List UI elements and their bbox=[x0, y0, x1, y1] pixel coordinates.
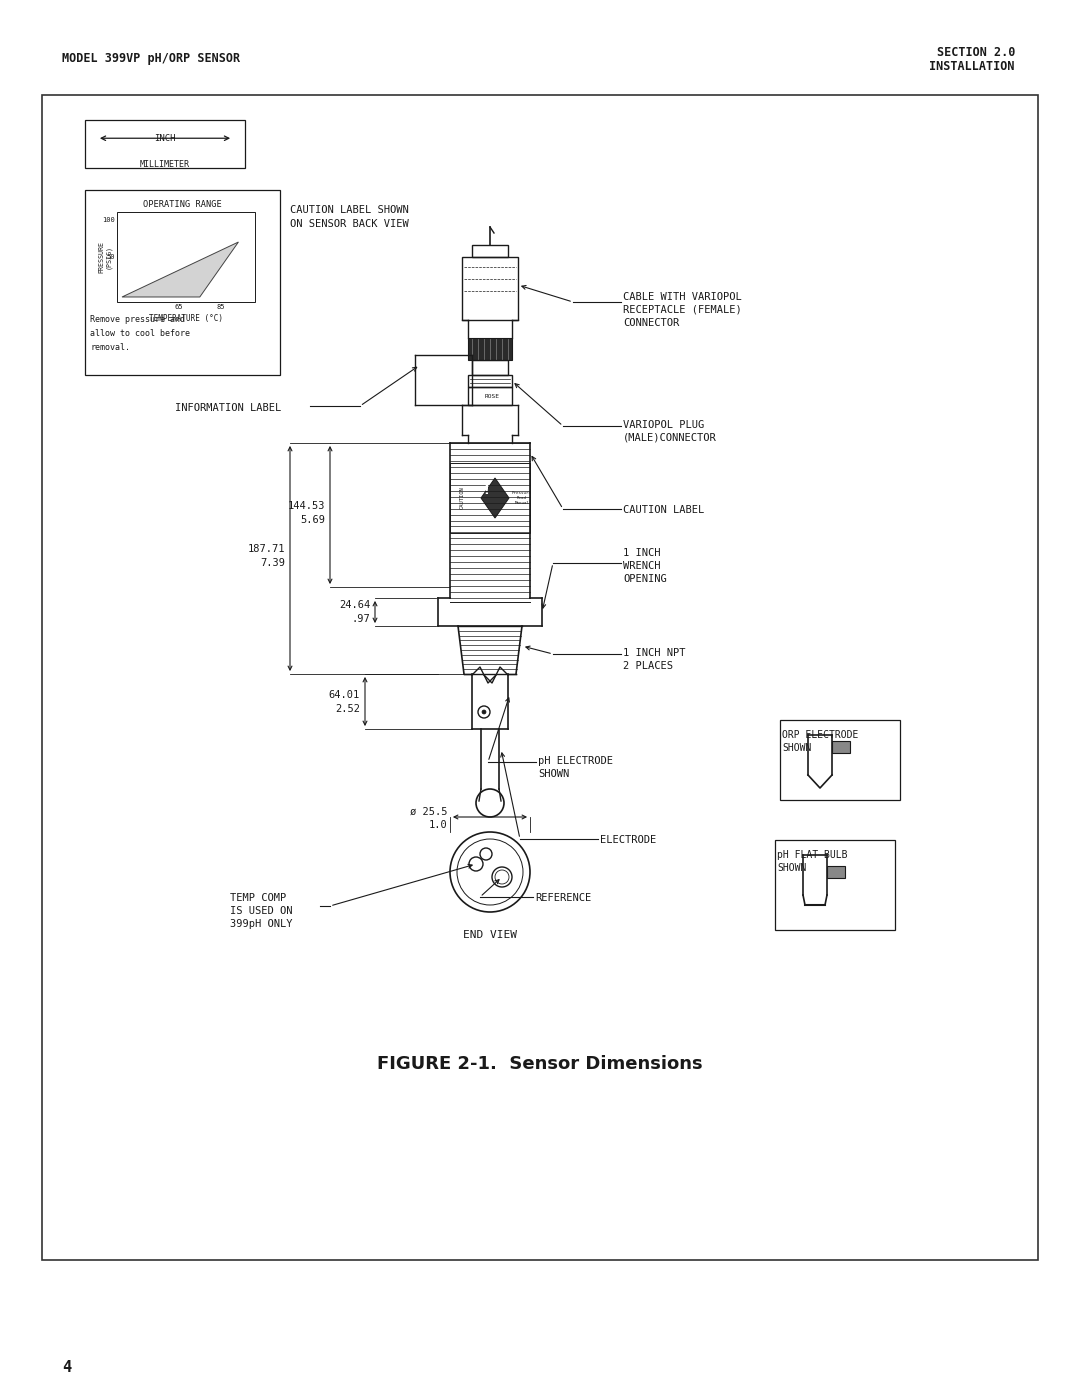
Text: .97: .97 bbox=[351, 615, 370, 624]
Polygon shape bbox=[122, 242, 239, 298]
Bar bbox=[85, 190, 280, 374]
Text: SECTION 2.0: SECTION 2.0 bbox=[936, 46, 1015, 59]
Bar bbox=[472, 244, 508, 257]
Bar bbox=[832, 740, 850, 753]
Text: 4: 4 bbox=[62, 1361, 71, 1375]
Text: 65: 65 bbox=[175, 305, 184, 310]
Text: SHOWN: SHOWN bbox=[782, 743, 811, 753]
Text: CAUTION LABEL SHOWN: CAUTION LABEL SHOWN bbox=[291, 205, 408, 215]
Text: 2.52: 2.52 bbox=[335, 704, 360, 714]
Bar bbox=[468, 387, 512, 405]
Text: 24.64: 24.64 bbox=[339, 599, 370, 610]
Bar bbox=[42, 95, 1038, 1260]
Text: pH FLAT BULB: pH FLAT BULB bbox=[777, 849, 848, 861]
Text: CONNECTOR: CONNECTOR bbox=[623, 319, 679, 328]
Text: END VIEW: END VIEW bbox=[463, 930, 517, 940]
Text: 100: 100 bbox=[103, 217, 114, 224]
Text: removal.: removal. bbox=[90, 344, 130, 352]
Bar bbox=[775, 840, 895, 930]
Bar bbox=[468, 338, 512, 360]
Text: 187.71: 187.71 bbox=[247, 545, 285, 555]
Text: 1.0: 1.0 bbox=[429, 820, 447, 830]
Text: CAUTION: CAUTION bbox=[459, 486, 464, 510]
Bar bbox=[85, 120, 245, 168]
Bar bbox=[117, 212, 255, 302]
Text: REFERENCE: REFERENCE bbox=[535, 893, 591, 902]
Text: CABLE WITH VARIOPOL: CABLE WITH VARIOPOL bbox=[623, 292, 742, 302]
Text: ORP ELECTRODE: ORP ELECTRODE bbox=[782, 731, 859, 740]
Text: 50: 50 bbox=[107, 254, 114, 260]
Text: pH ELECTRODE: pH ELECTRODE bbox=[538, 756, 613, 766]
Polygon shape bbox=[481, 478, 509, 518]
Text: 2 PLACES: 2 PLACES bbox=[623, 661, 673, 671]
Bar bbox=[827, 866, 845, 877]
Text: 1 INCH NPT: 1 INCH NPT bbox=[623, 648, 686, 658]
Text: TEMPERATURE (°C): TEMPERATURE (°C) bbox=[149, 314, 222, 323]
Text: FIGURE 2-1.  Sensor Dimensions: FIGURE 2-1. Sensor Dimensions bbox=[377, 1055, 703, 1073]
Text: WRENCH: WRENCH bbox=[623, 562, 661, 571]
Text: SHOWN: SHOWN bbox=[777, 863, 807, 873]
Text: ON SENSOR BACK VIEW: ON SENSOR BACK VIEW bbox=[291, 219, 408, 229]
Text: MILLIMETER: MILLIMETER bbox=[140, 161, 190, 169]
Text: Remove pressure and: Remove pressure and bbox=[90, 314, 185, 324]
Text: OPENING: OPENING bbox=[623, 574, 666, 584]
Text: allow to cool before: allow to cool before bbox=[90, 330, 190, 338]
Text: OPERATING RANGE: OPERATING RANGE bbox=[144, 200, 221, 210]
Text: ROSE: ROSE bbox=[485, 394, 499, 398]
Bar bbox=[780, 719, 900, 800]
Text: 85: 85 bbox=[216, 305, 225, 310]
Text: ø 25.5: ø 25.5 bbox=[409, 807, 447, 817]
Bar bbox=[450, 462, 530, 534]
Text: 5.69: 5.69 bbox=[300, 515, 325, 525]
Text: !: ! bbox=[483, 483, 489, 496]
Text: 144.53: 144.53 bbox=[287, 502, 325, 511]
Text: TEMP COMP: TEMP COMP bbox=[230, 893, 286, 902]
Text: INFORMATION LABEL: INFORMATION LABEL bbox=[175, 402, 281, 414]
Bar bbox=[468, 374, 512, 387]
Bar bbox=[462, 257, 518, 320]
Circle shape bbox=[482, 710, 486, 714]
Text: 64.01: 64.01 bbox=[328, 690, 360, 700]
Text: PRESSURE
(PSIG): PRESSURE (PSIG) bbox=[98, 242, 111, 272]
Text: 7.39: 7.39 bbox=[260, 559, 285, 569]
Text: CAUTION LABEL: CAUTION LABEL bbox=[623, 504, 704, 515]
Text: INSTALLATION: INSTALLATION bbox=[930, 60, 1015, 73]
Text: IS USED ON: IS USED ON bbox=[230, 907, 293, 916]
Text: 1 INCH: 1 INCH bbox=[623, 548, 661, 557]
Text: RECEPTACLE (FEMALE): RECEPTACLE (FEMALE) bbox=[623, 305, 742, 314]
Text: 399pH ONLY: 399pH ONLY bbox=[230, 919, 293, 929]
Text: ELECTRODE: ELECTRODE bbox=[600, 835, 657, 845]
Bar bbox=[472, 360, 508, 374]
Text: VARIOPOL PLUG: VARIOPOL PLUG bbox=[623, 420, 704, 430]
Text: (MALE)CONNECTOR: (MALE)CONNECTOR bbox=[623, 433, 717, 443]
Text: INCH: INCH bbox=[154, 134, 176, 142]
Text: Pressure
Read
Manual: Pressure Read Manual bbox=[512, 492, 532, 504]
Text: SHOWN: SHOWN bbox=[538, 768, 569, 780]
Text: MODEL 399VP pH/ORP SENSOR: MODEL 399VP pH/ORP SENSOR bbox=[62, 52, 240, 66]
